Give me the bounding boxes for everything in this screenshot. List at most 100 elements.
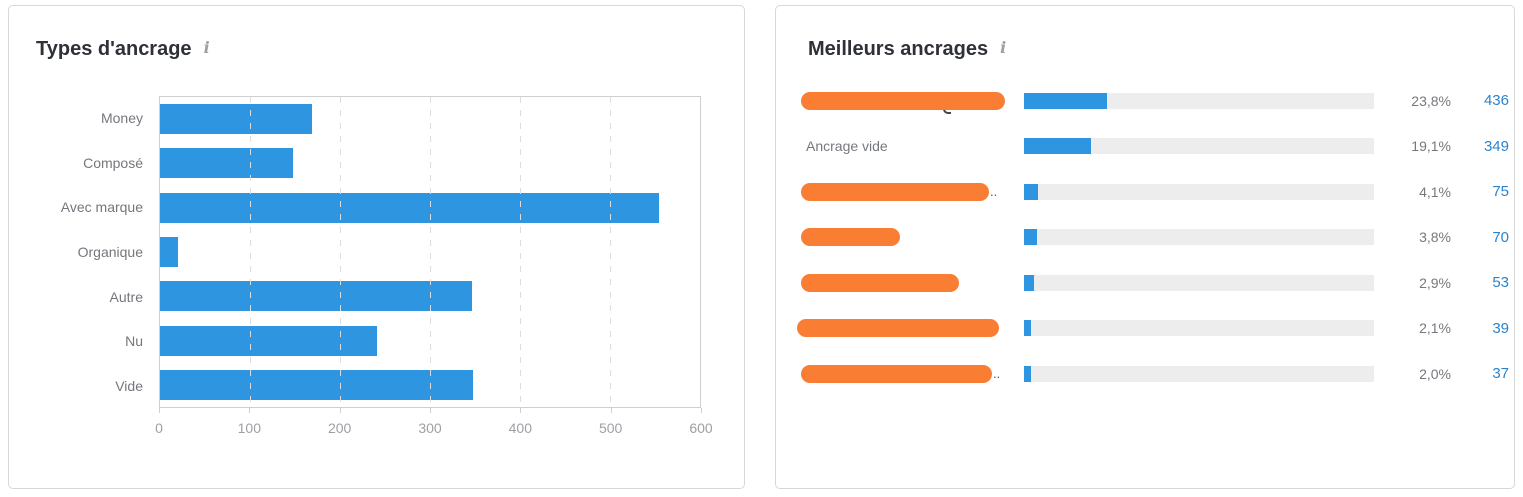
bar-autre[interactable] — [160, 281, 473, 312]
bar-money[interactable] — [160, 104, 313, 135]
anchor-label-cell — [801, 215, 1024, 261]
share-bar-fill — [1024, 320, 1032, 337]
x-tick-label: 300 — [418, 420, 442, 436]
backlinks-count-link[interactable]: 53 — [1492, 274, 1509, 292]
category-label-compose: Composé — [83, 154, 143, 171]
percent-value: 2,1% — [1419, 320, 1451, 337]
category-label-nu: Nu — [125, 333, 143, 350]
redaction-pill — [801, 228, 900, 247]
category-label-money: Money — [100, 110, 143, 127]
anchor-types-title-text: Types d'ancrage — [36, 38, 192, 60]
share-bar-fill — [1024, 183, 1039, 200]
gridline — [430, 97, 431, 407]
share-bar-track — [1024, 138, 1374, 155]
anchor-label-cell — [801, 260, 1024, 306]
percent-value: 3,8% — [1419, 229, 1451, 246]
category-label-autre: Autre — [109, 288, 143, 305]
anchor-row: 23,8% 436 — [776, 78, 1514, 124]
share-bar-fill — [1024, 138, 1091, 155]
anchor-types-plot — [159, 96, 701, 408]
gridline — [250, 97, 251, 407]
top-anchors-title-text: Meilleurs ancrages — [808, 38, 989, 60]
anchor-types-title: Types d'ancrage i — [36, 38, 210, 61]
anchor-types-card: Types d'ancrage i Money Composé Avec marque… — [8, 5, 745, 489]
redaction-pill — [801, 273, 959, 292]
bar-band — [160, 230, 700, 274]
top-anchors-card: Meilleurs ancrages i 23,8% 436 Ancrage vide… — [775, 5, 1515, 489]
percent-value: 2,0% — [1419, 365, 1451, 382]
info-icon[interactable]: i — [203, 38, 210, 57]
share-bar-track — [1024, 92, 1374, 109]
x-tick-label: 400 — [508, 420, 533, 436]
info-icon[interactable]: i — [1000, 38, 1007, 57]
backlinks-count-link[interactable]: 75 — [1492, 183, 1509, 201]
percent-value: 2,9% — [1419, 274, 1451, 291]
top-anchors-title: Meilleurs ancrages i — [808, 38, 1006, 61]
x-tick-mark — [701, 408, 702, 413]
anchor-row: 3,8% 70 — [776, 215, 1514, 261]
redaction-pill — [801, 91, 1005, 110]
gridline — [340, 97, 341, 407]
percent-value: 23,8% — [1411, 92, 1451, 109]
anchor-row: 2,1% 39 — [776, 306, 1514, 352]
bar-band — [160, 141, 700, 185]
x-tick-label: 500 — [598, 420, 623, 436]
redaction-pill — [801, 182, 989, 201]
percent-value: 19,1% — [1411, 138, 1451, 155]
anchor-label-cell: .. — [801, 351, 1024, 397]
bar-band — [160, 186, 700, 230]
bar-vide[interactable] — [160, 369, 474, 400]
backlinks-count-link[interactable]: 436 — [1483, 92, 1509, 110]
bar-avec-marque[interactable] — [160, 192, 659, 223]
bar-band — [160, 274, 700, 318]
category-label-avec-marque: Avec marque — [60, 199, 143, 216]
bar-compose[interactable] — [160, 148, 294, 179]
backlinks-count-link[interactable]: 37 — [1492, 365, 1509, 383]
bar-band — [160, 97, 700, 141]
x-tick-label: 200 — [327, 420, 352, 436]
share-bar-track — [1024, 229, 1374, 246]
x-tick-mark — [339, 408, 341, 413]
bar-band — [160, 363, 700, 407]
anchor-label-cell — [797, 306, 1024, 352]
category-label-vide: Vide — [115, 377, 143, 394]
anchor-label-ellipsis: .. — [990, 184, 998, 200]
redaction-pill — [797, 319, 999, 338]
backlinks-count-link[interactable]: 349 — [1483, 137, 1509, 155]
share-bar-fill — [1024, 365, 1031, 382]
anchor-label-cell: .. — [801, 169, 1024, 215]
y-axis-labels: Money Composé Avec marque Organique Autre Nu V… — [9, 96, 143, 408]
anchors-list: 23,8% 436 Ancrage vide 19,1% 349.. 4,1% 75 3,8%… — [776, 78, 1514, 397]
bar-organique[interactable] — [160, 236, 178, 267]
x-tick-mark — [159, 408, 160, 413]
gridline — [520, 97, 521, 407]
share-bar-track — [1024, 320, 1374, 337]
share-bar-track — [1024, 183, 1374, 200]
percent-value: 4,1% — [1419, 183, 1451, 200]
anchor-row: .. 2,0% 37 — [776, 351, 1514, 397]
share-bar-fill — [1024, 274, 1035, 291]
anchor-row: Ancrage vide 19,1% 349 — [776, 124, 1514, 170]
bar-nu[interactable] — [160, 325, 377, 356]
anchor-label-ellipsis: .. — [993, 366, 1001, 382]
share-bar-track — [1024, 365, 1374, 382]
anchor-label-cell: Ancrage vide — [801, 124, 1024, 170]
x-tick-label: 0 — [155, 420, 163, 436]
x-tick-mark — [520, 408, 522, 413]
anchor-row: 2,9% 53 — [776, 260, 1514, 306]
x-tick-mark — [249, 408, 251, 413]
share-bar-track — [1024, 274, 1374, 291]
x-tick-mark — [610, 408, 612, 413]
redacted-text-artifact — [943, 107, 951, 114]
x-tick-mark — [430, 408, 431, 413]
x-axis: 0 100 200 300 400 500 600 — [155, 407, 713, 447]
anchor-label: Ancrage vide — [806, 138, 888, 155]
share-bar-fill — [1024, 229, 1038, 246]
category-label-organique: Organique — [77, 244, 143, 261]
backlinks-count-link[interactable]: 39 — [1492, 319, 1509, 337]
x-tick-label: 600 — [689, 420, 713, 436]
backlinks-count-link[interactable]: 70 — [1492, 228, 1509, 246]
share-bar-fill — [1024, 92, 1108, 109]
redaction-pill — [801, 364, 992, 383]
anchor-label-cell — [801, 78, 1024, 124]
